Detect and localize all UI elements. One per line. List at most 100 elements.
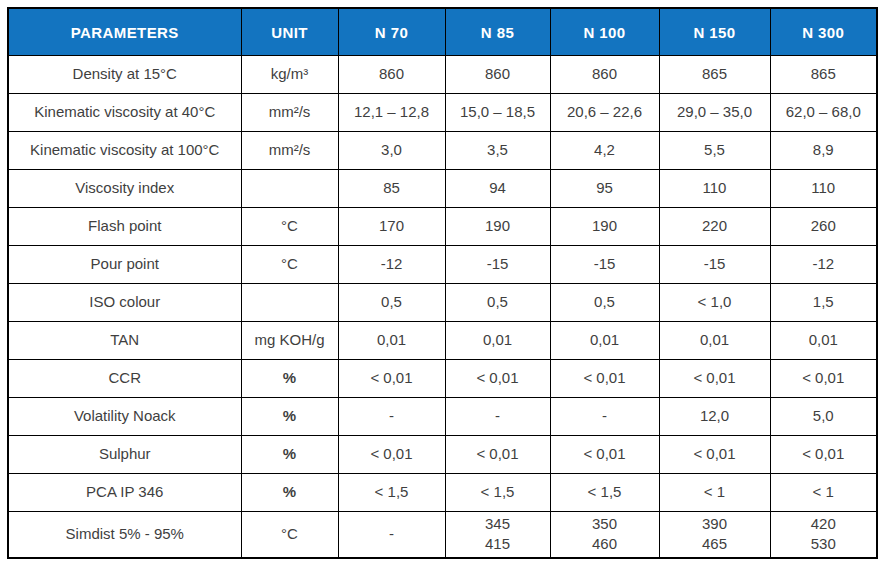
- parameter-cell: Simdist 5% - 95%: [8, 512, 241, 558]
- parameter-cell: Volatility Noack: [8, 398, 241, 436]
- value-cell: < 0,01: [770, 360, 877, 398]
- value-cell: -: [445, 398, 550, 436]
- unit-cell: °C: [241, 246, 338, 284]
- value-cell: 8,9: [770, 132, 877, 170]
- value-cell: < 0,01: [338, 436, 445, 474]
- table-row: Flash point°C170190190220260: [8, 208, 877, 246]
- value-cell: 0,01: [338, 322, 445, 360]
- value-cell: 420 530: [770, 512, 877, 558]
- value-cell: -15: [659, 246, 770, 284]
- value-cell: 15,0 – 18,5: [445, 94, 550, 132]
- parameter-cell: ISO colour: [8, 284, 241, 322]
- value-cell: 94: [445, 170, 550, 208]
- value-cell: 345 415: [445, 512, 550, 558]
- specifications-table: PARAMETERSUNITN 70N 85N 100N 150N 300 De…: [7, 7, 878, 559]
- unit-cell: [241, 284, 338, 322]
- value-cell: -: [550, 398, 659, 436]
- value-cell: 5,5: [659, 132, 770, 170]
- unit-cell: %: [241, 398, 338, 436]
- value-cell: 110: [659, 170, 770, 208]
- value-cell: < 1,0: [659, 284, 770, 322]
- table-row: Viscosity index859495110110: [8, 170, 877, 208]
- parameter-cell: Kinematic viscosity at 100°C: [8, 132, 241, 170]
- unit-cell: %: [241, 360, 338, 398]
- value-cell: 85: [338, 170, 445, 208]
- table-header-row: PARAMETERSUNITN 70N 85N 100N 150N 300: [8, 8, 877, 56]
- value-cell: < 0,01: [659, 360, 770, 398]
- value-cell: 0,01: [770, 322, 877, 360]
- table-row: CCR%< 0,01< 0,01< 0,01< 0,01< 0,01: [8, 360, 877, 398]
- unit-cell: mg KOH/g: [241, 322, 338, 360]
- value-cell: 865: [659, 56, 770, 94]
- value-cell: 865: [770, 56, 877, 94]
- value-cell: 20,6 – 22,6: [550, 94, 659, 132]
- column-header-n-150: N 150: [659, 8, 770, 56]
- value-cell: 3,0: [338, 132, 445, 170]
- value-cell: 95: [550, 170, 659, 208]
- value-cell: 170: [338, 208, 445, 246]
- table-row: Kinematic viscosity at 100°Cmm²/s3,03,54…: [8, 132, 877, 170]
- value-cell: < 1: [659, 474, 770, 512]
- table-row: Simdist 5% - 95%°C-345 415350 460390 465…: [8, 512, 877, 558]
- parameter-cell: Flash point: [8, 208, 241, 246]
- value-cell: < 0,01: [445, 436, 550, 474]
- value-cell: < 0,01: [550, 360, 659, 398]
- value-cell: 0,5: [550, 284, 659, 322]
- value-cell: 3,5: [445, 132, 550, 170]
- value-cell: < 0,01: [659, 436, 770, 474]
- value-cell: 390 465: [659, 512, 770, 558]
- value-cell: -: [338, 512, 445, 558]
- value-cell: -12: [770, 246, 877, 284]
- value-cell: < 1: [770, 474, 877, 512]
- value-cell: 29,0 – 35,0: [659, 94, 770, 132]
- value-cell: -15: [550, 246, 659, 284]
- parameter-cell: PCA IP 346: [8, 474, 241, 512]
- value-cell: 860: [550, 56, 659, 94]
- parameter-cell: Density at 15°C: [8, 56, 241, 94]
- unit-cell: mm²/s: [241, 94, 338, 132]
- value-cell: 12,0: [659, 398, 770, 436]
- value-cell: -: [338, 398, 445, 436]
- value-cell: 62,0 – 68,0: [770, 94, 877, 132]
- parameter-cell: CCR: [8, 360, 241, 398]
- value-cell: < 1,5: [550, 474, 659, 512]
- column-header-parameters: PARAMETERS: [8, 8, 241, 56]
- parameter-cell: TAN: [8, 322, 241, 360]
- value-cell: 190: [445, 208, 550, 246]
- value-cell: 0,01: [445, 322, 550, 360]
- column-header-n-70: N 70: [338, 8, 445, 56]
- table-row: Kinematic viscosity at 40°Cmm²/s12,1 – 1…: [8, 94, 877, 132]
- value-cell: -15: [445, 246, 550, 284]
- table-row: Pour point°C-12-15-15-15-12: [8, 246, 877, 284]
- unit-cell: mm²/s: [241, 132, 338, 170]
- table-row: ISO colour0,50,50,5< 1,01,5: [8, 284, 877, 322]
- value-cell: < 0,01: [770, 436, 877, 474]
- value-cell: -12: [338, 246, 445, 284]
- parameter-cell: Viscosity index: [8, 170, 241, 208]
- value-cell: < 1,5: [445, 474, 550, 512]
- value-cell: 110: [770, 170, 877, 208]
- value-cell: 860: [445, 56, 550, 94]
- table-row: Volatility Noack%---12,05,0: [8, 398, 877, 436]
- value-cell: < 0,01: [338, 360, 445, 398]
- column-header-n-100: N 100: [550, 8, 659, 56]
- value-cell: 220: [659, 208, 770, 246]
- column-header-n-85: N 85: [445, 8, 550, 56]
- value-cell: 12,1 – 12,8: [338, 94, 445, 132]
- unit-cell: °C: [241, 512, 338, 558]
- value-cell: 4,2: [550, 132, 659, 170]
- value-cell: < 1,5: [338, 474, 445, 512]
- value-cell: 1,5: [770, 284, 877, 322]
- unit-cell: [241, 170, 338, 208]
- value-cell: 5,0: [770, 398, 877, 436]
- table-row: PCA IP 346%< 1,5< 1,5< 1,5< 1< 1: [8, 474, 877, 512]
- unit-cell: %: [241, 436, 338, 474]
- unit-cell: °C: [241, 208, 338, 246]
- table-row: Density at 15°Ckg/m³860860860865865: [8, 56, 877, 94]
- value-cell: 190: [550, 208, 659, 246]
- value-cell: < 0,01: [445, 360, 550, 398]
- value-cell: 260: [770, 208, 877, 246]
- value-cell: 0,01: [550, 322, 659, 360]
- unit-cell: kg/m³: [241, 56, 338, 94]
- value-cell: < 0,01: [550, 436, 659, 474]
